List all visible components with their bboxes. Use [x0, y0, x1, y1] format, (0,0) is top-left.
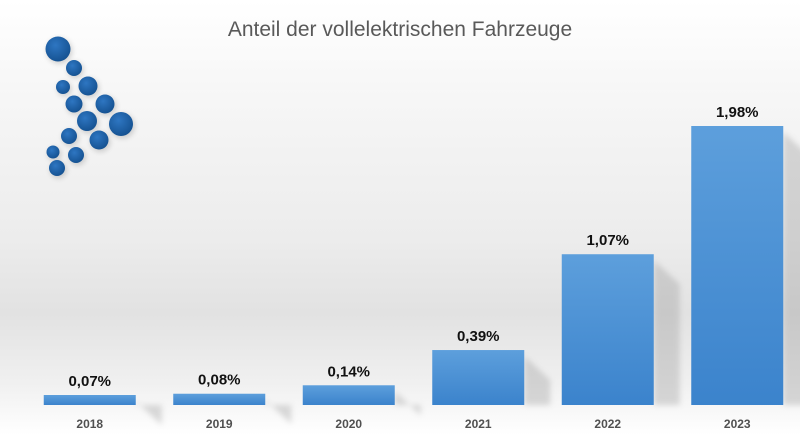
bar-shadow — [135, 401, 162, 425]
logo-bubble — [46, 145, 60, 159]
bar-shadow — [783, 132, 800, 405]
tick-label-2023: 2023 — [724, 417, 751, 431]
bar-shadow — [265, 399, 292, 424]
tick-label-2022: 2022 — [594, 417, 621, 431]
value-label-2022: 1,07% — [586, 232, 629, 249]
bar-2021 — [432, 350, 525, 405]
logo-bubble — [77, 111, 97, 131]
logo-bubble — [109, 112, 133, 136]
tick-label-2018: 2018 — [76, 417, 103, 431]
value-label-2018: 0,07% — [68, 373, 111, 390]
bar-2018 — [43, 395, 136, 405]
bar-shadows — [135, 132, 800, 425]
logo-bubble — [78, 76, 98, 96]
bar-shadow — [524, 356, 551, 405]
tick-label-2019: 2019 — [206, 417, 233, 431]
logo-bubble — [61, 128, 77, 144]
tick-label-2020: 2020 — [335, 417, 362, 431]
x-axis-tick-labels: 2018 2019 2020 2021 2022 2023 — [76, 417, 751, 431]
logo-bubble — [66, 60, 82, 76]
bar-2022 — [561, 254, 654, 405]
logo-bubble — [95, 94, 115, 114]
value-label-2021: 0,39% — [457, 328, 500, 345]
bar-2020 — [302, 385, 395, 405]
logo-bubble — [68, 147, 84, 163]
bar-shadow — [653, 260, 680, 405]
value-label-2019: 0,08% — [198, 372, 241, 389]
logo-bubble — [65, 95, 83, 113]
value-labels: 0,07% 0,08% 0,14% 0,39% 1,07% 1,98% — [68, 104, 758, 390]
bar-shadow — [394, 391, 421, 416]
bars — [43, 126, 784, 405]
value-label-2023: 1,98% — [716, 104, 759, 121]
chart-title: Anteil der vollelektrischen Fahrzeuge — [227, 18, 573, 41]
bar-2019 — [173, 393, 266, 405]
logo-bubble — [45, 36, 71, 62]
bar-2023 — [691, 126, 784, 405]
logo-bubble — [89, 130, 109, 150]
logo-bubble — [49, 160, 65, 176]
value-label-2020: 0,14% — [327, 363, 370, 380]
bubble-cluster-logo-icon — [45, 36, 135, 178]
tick-label-2021: 2021 — [465, 417, 492, 431]
logo-bubble — [56, 80, 70, 94]
